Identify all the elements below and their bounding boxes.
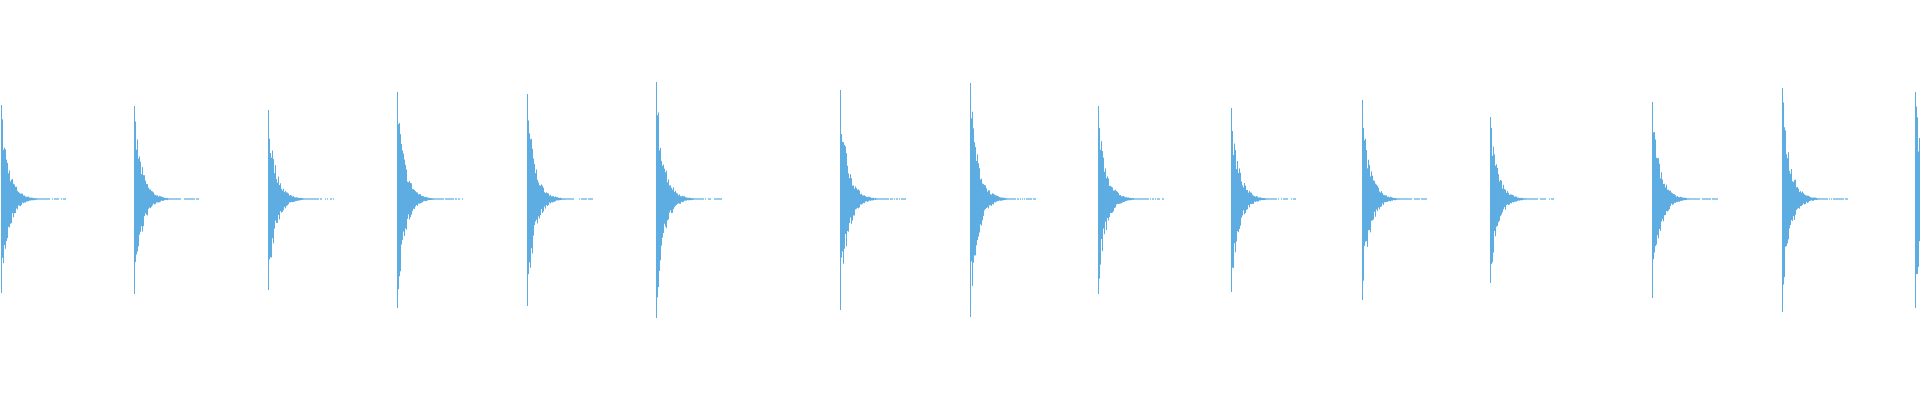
waveform-pulse [1782,88,1848,312]
waveform-pulse-samples [1098,106,1164,294]
waveform-pulse-samples [134,106,199,294]
waveform-pulse-samples [1652,102,1718,298]
waveform-pulse [397,92,463,308]
waveform-pulse-samples [840,90,906,310]
waveform-pulse [268,110,334,290]
waveform-pulse-samples [1,105,66,293]
waveform-pulse-samples [527,94,593,306]
waveform-pulse-samples [1782,88,1848,312]
waveform-pulse [134,106,199,294]
waveform-pulse [1,105,66,293]
waveform-pulse [1915,92,1920,308]
waveform-pulse [1490,117,1554,283]
waveform-pulse-samples [268,110,334,290]
waveform-pulse [656,82,722,318]
waveform-pulse [970,83,1036,317]
waveform-pulse-samples [1915,92,1920,308]
waveform-pulse [1231,108,1296,292]
waveform-pulse [1652,102,1718,298]
waveform-pulse [1098,106,1164,294]
waveform-pulse-samples [1231,108,1296,292]
waveform-pulse-samples [1362,100,1427,300]
waveform-pulse-samples [1490,117,1554,283]
waveform-pulse [840,90,906,310]
waveform-pulse [527,94,593,306]
waveform-pulse-samples [397,92,463,308]
waveform-pulse [1362,100,1427,300]
waveform-pulse-samples [970,83,1036,317]
waveform-pulse-samples [656,82,722,318]
